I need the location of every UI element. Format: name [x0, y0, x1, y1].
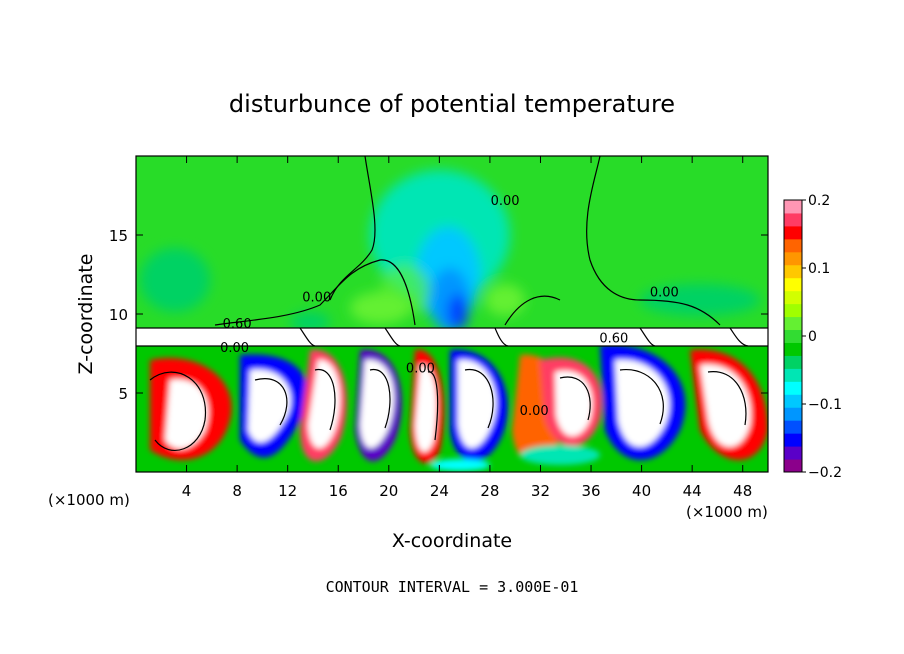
y-tick-label: 5	[118, 385, 128, 403]
colorbar-swatch	[784, 277, 802, 292]
colorbar-labels: 0.2 0.1 0 −0.1 −0.2	[802, 193, 842, 481]
colorbar-swatch	[784, 381, 802, 395]
field-upper-features	[140, 170, 760, 332]
colorbar-swatch	[784, 329, 802, 343]
colorbar-tick-label: 0	[808, 329, 817, 345]
x-tick-label: 16	[329, 482, 348, 500]
x-tick-label: 40	[632, 482, 651, 500]
contour-lines	[136, 156, 768, 451]
x-tick-label: 36	[581, 482, 600, 500]
x-axis-label: X-coordinate	[392, 530, 512, 552]
colorbar-tick-label: 0.1	[808, 261, 830, 277]
chart-title: disturbunce of potential temperature	[229, 90, 675, 118]
colorbar-swatch	[784, 420, 802, 434]
x-tick-label: 44	[683, 482, 702, 500]
contour-label: 0.00	[220, 341, 249, 356]
contour-label: 0.60	[599, 331, 628, 346]
contour-label-group: 0.00 0.00 0.00 0.60 0.60 0.00 0.00 0.00	[220, 194, 679, 419]
x-tick-label: 48	[733, 482, 752, 500]
colorbar-swatch	[784, 407, 802, 421]
colorbar: 0.2 0.1 0 −0.1 −0.2	[783, 193, 842, 481]
colorbar-swatch	[784, 251, 802, 266]
x-unit-right: (×1000 m)	[686, 503, 768, 521]
inversion-layer-band	[136, 328, 768, 346]
colorbar-swatch	[784, 433, 802, 447]
contour-label: 0.60	[223, 317, 252, 332]
x-tick-label: 12	[278, 482, 297, 500]
colorbar-swatch	[784, 342, 802, 356]
colorbar-swatch	[784, 200, 802, 214]
contour-label: 0.00	[650, 286, 679, 301]
colorbar-swatch	[784, 368, 802, 382]
x-tick-label: 32	[531, 482, 550, 500]
colorbar-swatch	[784, 290, 802, 305]
contour-label: 0.00	[406, 361, 435, 376]
x-tick-label: 28	[480, 482, 499, 500]
y-tick-label: 10	[109, 306, 128, 324]
y-axis-ticks: 5 10 15	[109, 227, 768, 403]
colorbar-tick-label: −0.2	[808, 465, 842, 481]
x-tick-label: 8	[232, 482, 242, 500]
x-unit-left: (×1000 m)	[48, 491, 130, 509]
y-tick-label: 15	[109, 227, 128, 245]
field-lower-features	[136, 344, 768, 472]
colorbar-tick-label: −0.1	[808, 397, 842, 413]
colorbar-swatch	[784, 303, 802, 318]
colorbar-swatch	[784, 446, 802, 460]
x-tick-label: 20	[379, 482, 398, 500]
colorbar-swatch	[784, 355, 802, 369]
colorbar-swatch	[784, 394, 802, 408]
colorbar-swatch	[784, 238, 802, 253]
x-axis-ticks: 4 8 12 16 20 24 28 32 36 40 44 48	[182, 156, 752, 500]
colorbar-swatch	[784, 316, 802, 331]
colorbar-swatches	[784, 200, 802, 473]
contour-label: 0.00	[302, 290, 331, 305]
x-tick-label: 24	[430, 482, 449, 500]
plot-area: 0.00 0.00 0.00 0.60 0.60 0.00 0.00 0.00	[136, 156, 768, 472]
colorbar-tick-label: 0.2	[808, 193, 830, 209]
contour-interval-note: CONTOUR INTERVAL = 3.000E-01	[326, 578, 579, 596]
colorbar-swatch	[784, 212, 802, 227]
x-tick-label: 4	[182, 482, 192, 500]
contour-label: 0.00	[491, 194, 520, 209]
contour-label: 0.00	[520, 404, 549, 419]
colorbar-swatch	[784, 264, 802, 279]
y-axis-label: Z-coordinate	[75, 254, 97, 375]
colorbar-swatch	[784, 459, 802, 473]
colorbar-swatch	[784, 225, 802, 240]
